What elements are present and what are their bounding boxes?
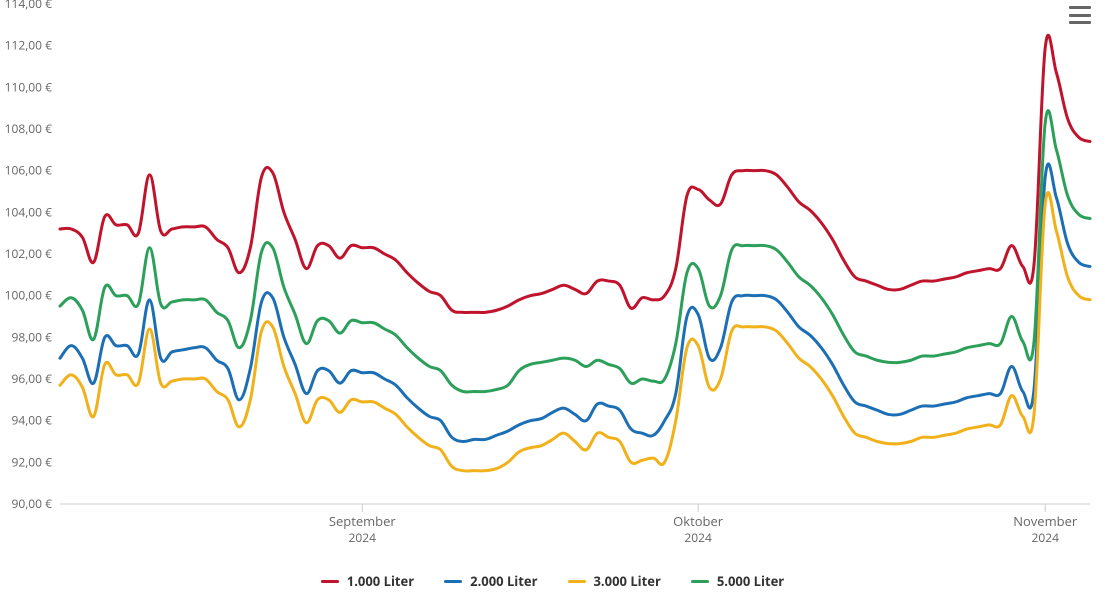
y-tick-label: 98,00 € bbox=[11, 328, 52, 345]
y-tick-label: 92,00 € bbox=[11, 453, 52, 470]
legend-label: 5.000 Liter bbox=[717, 572, 784, 590]
legend-swatch bbox=[444, 580, 462, 583]
y-tick-label: 90,00 € bbox=[11, 495, 52, 512]
y-tick-label: 110,00 € bbox=[5, 78, 53, 95]
chart-svg: 90,00 € 92,00 € 94,00 € 96,00 € 98,00 € 100,0… bbox=[0, 0, 1105, 555]
y-tick-label: 94,00 € bbox=[11, 412, 52, 429]
legend-item[interactable]: 1.000 Liter bbox=[321, 572, 414, 590]
x-tick-year: 2024 bbox=[1031, 529, 1059, 546]
chart-container: 90,00 € 92,00 € 94,00 € 96,00 € 98,00 € 100,0… bbox=[0, 0, 1105, 602]
y-tick-label: 112,00 € bbox=[5, 37, 53, 54]
legend-swatch bbox=[568, 580, 586, 583]
legend-swatch bbox=[321, 580, 339, 583]
y-tick-label: 96,00 € bbox=[11, 370, 52, 387]
series-line bbox=[60, 164, 1090, 442]
y-tick-label: 100,00 € bbox=[5, 287, 53, 304]
y-tick-label: 104,00 € bbox=[5, 203, 53, 220]
series-line bbox=[60, 192, 1090, 471]
legend-swatch bbox=[691, 580, 709, 583]
x-tick-month: Oktober bbox=[673, 512, 724, 530]
x-tick-year: 2024 bbox=[684, 529, 712, 546]
y-tick-label: 114,00 € bbox=[5, 0, 53, 12]
x-tick-month: September bbox=[329, 512, 397, 530]
legend-label: 1.000 Liter bbox=[347, 572, 414, 590]
legend-label: 3.000 Liter bbox=[594, 572, 661, 590]
y-tick-label: 108,00 € bbox=[5, 120, 53, 137]
x-tick-year: 2024 bbox=[349, 529, 377, 546]
series-line bbox=[60, 111, 1090, 392]
legend: 1.000 Liter 2.000 Liter 3.000 Liter 5.000 L… bbox=[0, 572, 1105, 590]
legend-item[interactable]: 5.000 Liter bbox=[691, 572, 784, 590]
x-tick-month: November bbox=[1013, 512, 1078, 530]
y-tick-label: 106,00 € bbox=[5, 162, 53, 179]
y-tick-label: 102,00 € bbox=[5, 245, 53, 262]
legend-label: 2.000 Liter bbox=[470, 572, 537, 590]
series-line bbox=[60, 35, 1090, 312]
legend-item[interactable]: 2.000 Liter bbox=[444, 572, 537, 590]
chart-menu-icon[interactable] bbox=[1069, 6, 1091, 24]
legend-item[interactable]: 3.000 Liter bbox=[568, 572, 661, 590]
